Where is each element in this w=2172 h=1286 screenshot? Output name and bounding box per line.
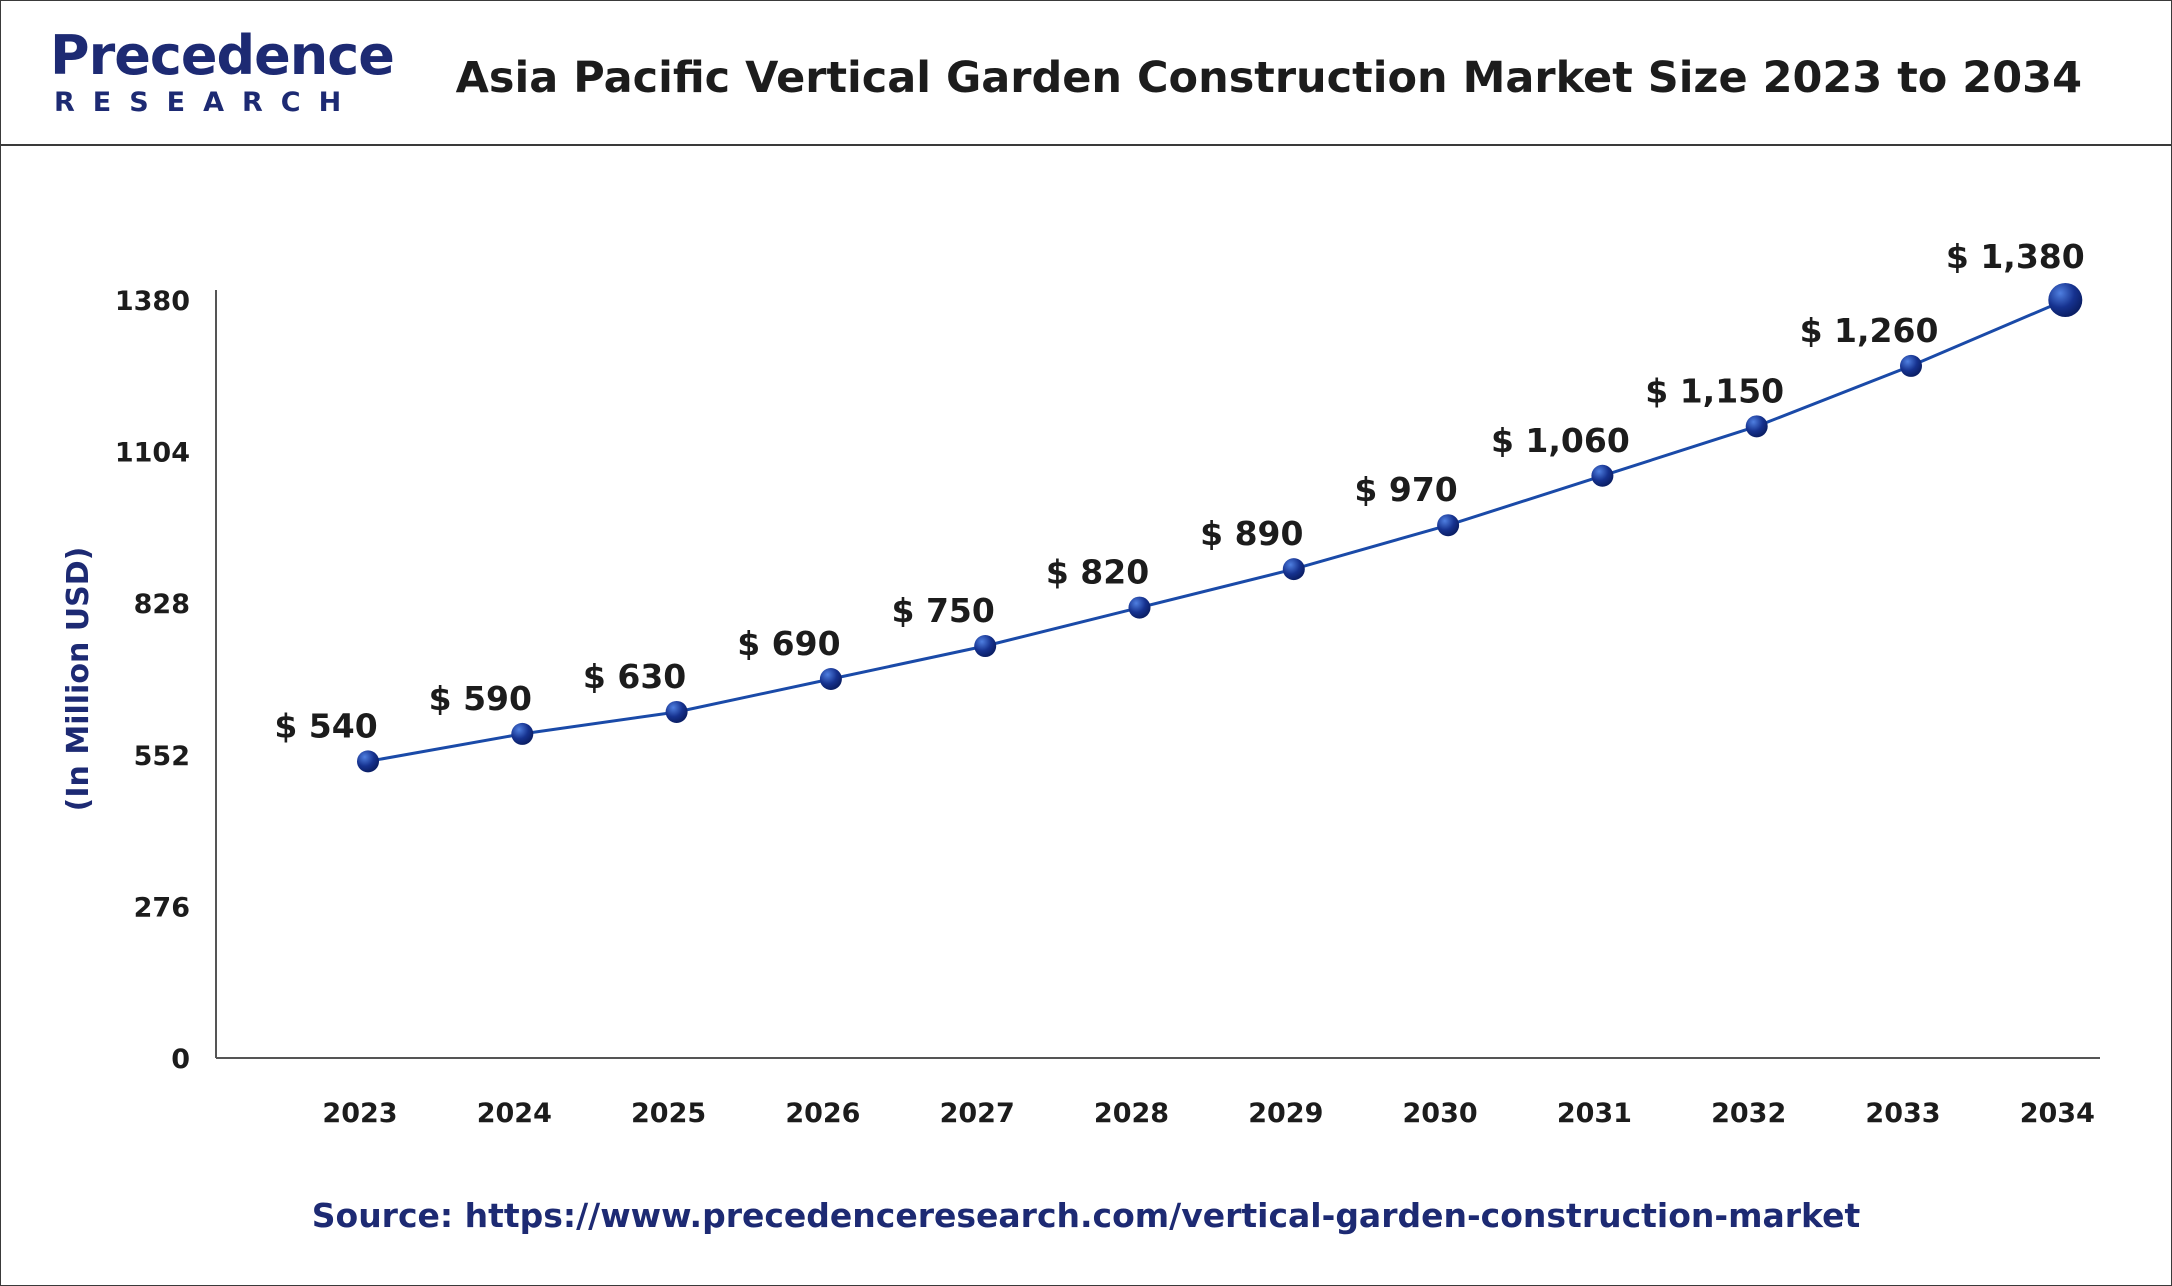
data-point-marker — [974, 635, 997, 658]
data-point-marker — [357, 750, 379, 773]
data-label: $ 1,150 — [1645, 371, 1784, 410]
y-tick-label: 0 — [171, 1044, 190, 1075]
data-label: $ 690 — [737, 624, 840, 663]
x-tick-label: 2023 — [322, 1098, 397, 1129]
data-point-marker — [1900, 354, 1922, 377]
data-label: $ 1,060 — [1491, 421, 1630, 460]
x-tick-label: 2033 — [1865, 1098, 1940, 1129]
x-tick-label: 2026 — [785, 1098, 860, 1129]
brand-logo: Precedence RESEARCH — [50, 26, 395, 118]
y-tick-label: 1104 — [115, 438, 190, 469]
data-point-marker — [665, 700, 688, 723]
x-tick-label: 2030 — [1403, 1098, 1478, 1129]
x-tick-label: 2028 — [1094, 1098, 1169, 1129]
y-tick-label: 1380 — [115, 286, 190, 317]
data-label: $ 590 — [429, 679, 532, 718]
data-label: $ 890 — [1200, 514, 1303, 553]
line-chart: 0 276 552 828 1104 1380 (In Million USD) 2023 20… — [61, 237, 2100, 1129]
data-label: $ 1,260 — [1800, 311, 1939, 350]
data-point-marker — [511, 722, 534, 745]
x-tick-label: 2024 — [477, 1098, 552, 1129]
series-line — [367, 298, 2066, 763]
x-tick-label: 2029 — [1248, 1098, 1323, 1129]
data-label: $ 750 — [892, 591, 995, 630]
data-point-marker — [1591, 464, 1614, 487]
x-tick-label: 2032 — [1711, 1098, 1786, 1129]
data-point-marker — [1282, 558, 1305, 581]
y-axis-title: (In Million USD) — [61, 547, 96, 812]
x-tick-label: 2027 — [940, 1098, 1015, 1129]
data-point-marker — [1437, 514, 1460, 537]
data-point-marker — [819, 668, 842, 690]
data-point-marker — [1745, 415, 1768, 438]
y-tick-label: 276 — [134, 892, 190, 923]
data-label: $ 970 — [1354, 470, 1457, 509]
data-point-marker — [2048, 283, 2083, 317]
data-point-marker — [1128, 596, 1151, 619]
data-label: $ 1,380 — [1946, 237, 2085, 276]
brand-logo-wordmark: Precedence — [50, 24, 395, 87]
source-citation: Source: https://www.precedenceresearch.c… — [311, 1196, 1861, 1235]
data-label: $ 820 — [1046, 553, 1149, 592]
y-tick-label: 828 — [134, 589, 190, 620]
data-label: $ 630 — [583, 657, 686, 696]
x-tick-label: 2025 — [631, 1098, 706, 1129]
x-tick-label: 2034 — [2020, 1098, 2095, 1129]
header-bar: Precedence RESEARCH Asia Pacific Vertica… — [0, 0, 2172, 146]
chart-title: Asia Pacific Vertical Garden Constructio… — [455, 53, 2082, 103]
x-tick-label: 2031 — [1557, 1098, 1632, 1129]
brand-logo-subtitle: RESEARCH — [54, 87, 360, 118]
data-label: $ 540 — [274, 706, 377, 745]
y-tick-label: 552 — [134, 741, 190, 772]
